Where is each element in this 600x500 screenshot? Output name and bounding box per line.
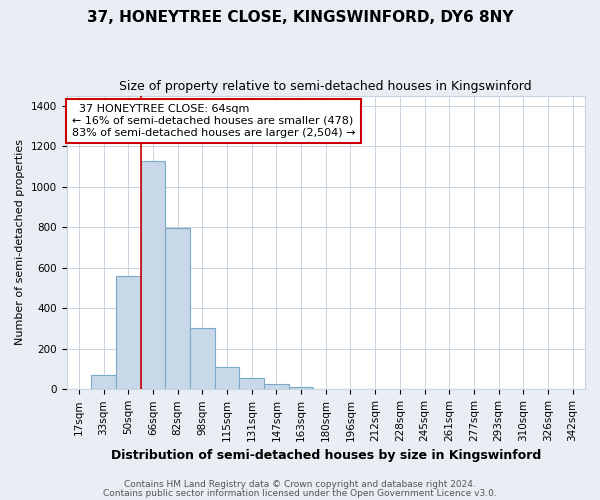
Bar: [239, 378, 264, 390]
Bar: [289, 388, 313, 390]
Bar: [140, 162, 165, 390]
Bar: [165, 228, 190, 390]
Text: 37, HONEYTREE CLOSE, KINGSWINFORD, DY6 8NY: 37, HONEYTREE CLOSE, KINGSWINFORD, DY6 8…: [87, 10, 513, 25]
Bar: [190, 328, 215, 390]
Bar: [91, 375, 116, 390]
Title: Size of property relative to semi-detached houses in Kingswinford: Size of property relative to semi-detach…: [119, 80, 532, 93]
Bar: [215, 367, 239, 390]
Y-axis label: Number of semi-detached properties: Number of semi-detached properties: [15, 140, 25, 346]
Text: Contains HM Land Registry data © Crown copyright and database right 2024.: Contains HM Land Registry data © Crown c…: [124, 480, 476, 489]
Bar: [264, 384, 289, 390]
Text: 37 HONEYTREE CLOSE: 64sqm
← 16% of semi-detached houses are smaller (478)
83% of: 37 HONEYTREE CLOSE: 64sqm ← 16% of semi-…: [72, 104, 355, 138]
Bar: [116, 276, 140, 390]
X-axis label: Distribution of semi-detached houses by size in Kingswinford: Distribution of semi-detached houses by …: [110, 450, 541, 462]
Text: Contains public sector information licensed under the Open Government Licence v3: Contains public sector information licen…: [103, 488, 497, 498]
